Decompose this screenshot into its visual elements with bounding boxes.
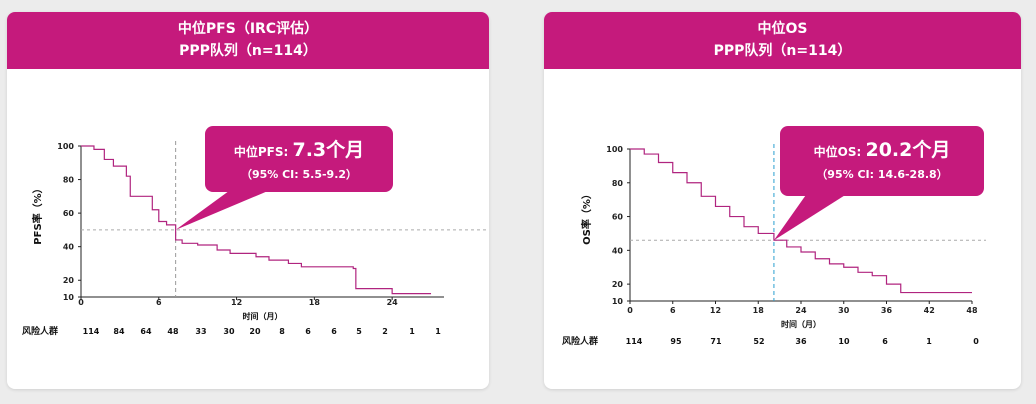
os-x-tick-label: 30	[838, 306, 850, 315]
pfs-x-tick-label: 24	[387, 298, 399, 307]
pfs-y-tick-label: 100	[57, 142, 74, 151]
pfs-x-tick-label: 18	[309, 298, 321, 307]
os-x-tick-label: 24	[795, 306, 807, 315]
pfs-risk-value: 8	[279, 327, 285, 336]
pfs-y-tick-label: 20	[63, 276, 75, 285]
pfs-risk-value: 2	[382, 327, 388, 336]
os-header: 中位OS PPP队列（n=114）	[544, 12, 1021, 69]
pfs-y-axis-label: PFS率（%）	[31, 183, 44, 244]
os-y-tick-label: 40	[612, 246, 624, 255]
os-callout-title: 中位OS: 20.2个月	[814, 139, 951, 161]
os-header-cohort: PPP队列（n=114）	[713, 43, 852, 59]
pfs-risk-value: 6	[305, 327, 311, 336]
os-y-tick-label: 80	[612, 179, 624, 188]
pfs-x-axis-label: 时间（月）	[243, 311, 283, 321]
os-y-axis-label: OS率（%）	[580, 189, 593, 245]
pfs-risk-value: 30	[223, 327, 235, 336]
os-x-tick-label: 36	[881, 306, 893, 315]
os-risk-value: 95	[670, 337, 682, 346]
os-y-tick-label: 100	[606, 145, 623, 154]
os-risk-value: 71	[710, 337, 722, 346]
pfs-risk-value: 20	[249, 327, 261, 336]
os-risk-value: 52	[753, 337, 764, 346]
os-panel: 中位OS PPP队列（n=114） 10 20 40 60 80 100 0 6 12 18 24 3…	[544, 12, 1021, 389]
os-risk-label: 风险人群	[562, 335, 598, 347]
os-x-tick-label: 12	[710, 306, 721, 315]
os-x-tick-label: 0	[627, 306, 633, 315]
os-x-axis-label: 时间（月）	[781, 319, 821, 329]
os-risk-value: 0	[973, 337, 979, 346]
os-callout-box	[780, 126, 984, 196]
pfs-risk-value: 33	[195, 327, 206, 336]
os-y-tick-label: 60	[612, 213, 624, 222]
os-x-tick-label: 18	[753, 306, 765, 315]
pfs-survival-curve	[81, 145, 432, 295]
pfs-callout-box	[205, 126, 393, 192]
pfs-risk-label: 风险人群	[22, 325, 58, 337]
pfs-risk-value: 1	[409, 327, 415, 336]
pfs-risk-value: 5	[356, 327, 362, 336]
pfs-callout-title: 中位PFS: 7.3个月	[234, 139, 364, 161]
pfs-risk-value: 64	[140, 327, 152, 336]
os-risk-value: 10	[838, 337, 850, 346]
os-callout-ci: （95% CI: 14.6-28.8）	[816, 168, 947, 181]
os-callout-pointer	[773, 192, 850, 241]
pfs-callout-pointer	[175, 188, 275, 230]
os-risk-value: 114	[626, 337, 643, 346]
os-risk-value: 1	[926, 337, 932, 346]
pfs-x-tick-label: 12	[231, 298, 242, 307]
pfs-callout-ci: （95% CI: 5.5-9.2）	[241, 168, 357, 181]
pfs-y-tick-label: 80	[63, 176, 75, 185]
os-survival-curve	[630, 148, 972, 294]
pfs-risk-value: 6	[331, 327, 337, 336]
os-x-tick-label: 6	[670, 306, 676, 315]
os-y-tick-label: 10	[612, 297, 624, 306]
os-header-title: 中位OS	[757, 21, 808, 37]
pfs-risk-value: 1	[435, 327, 441, 336]
pfs-risk-value: 114	[83, 327, 100, 336]
pfs-x-tick-label: 0	[78, 298, 84, 307]
os-risk-value: 36	[795, 337, 807, 346]
os-risk-value: 6	[882, 337, 888, 346]
pfs-x-tick-label: 6	[156, 298, 162, 307]
pfs-header: 中位PFS（IRC评估） PPP队列（n=114）	[7, 12, 489, 69]
os-x-tick-label: 42	[924, 306, 935, 315]
pfs-y-tick-label: 10	[63, 293, 75, 302]
os-y-tick-label: 20	[612, 280, 624, 289]
os-x-tick-label: 48	[966, 306, 978, 315]
pfs-y-tick-label: 60	[63, 209, 75, 218]
pfs-risk-value: 84	[113, 327, 125, 336]
pfs-panel: 中位PFS（IRC评估） PPP队列（n=114） 10 20 40 60 80 100 0…	[7, 12, 489, 389]
pfs-risk-value: 48	[167, 327, 179, 336]
pfs-header-cohort: PPP队列（n=114）	[179, 43, 317, 59]
pfs-y-tick-label: 40	[63, 243, 75, 252]
pfs-header-title: 中位PFS（IRC评估）	[177, 21, 319, 37]
